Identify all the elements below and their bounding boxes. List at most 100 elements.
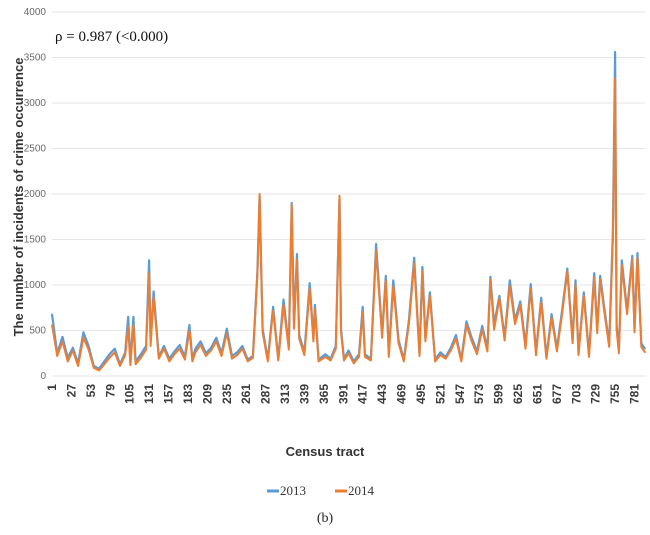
- x-tick-label: 599: [492, 384, 506, 404]
- data-point-2014: [524, 347, 527, 350]
- data-point-2013: [582, 291, 585, 294]
- data-point-2014: [493, 328, 495, 331]
- data-point-2014: [236, 354, 239, 356]
- data-point-2014: [470, 340, 473, 343]
- data-point-2014: [489, 278, 492, 281]
- data-point-2014: [633, 331, 636, 334]
- data-point-2014: [298, 337, 301, 340]
- data-point-2014: [140, 357, 142, 359]
- data-point-2014: [621, 264, 623, 266]
- x-tick-label: 27: [64, 384, 78, 398]
- data-point-2014: [87, 348, 90, 351]
- data-point-2014: [163, 347, 165, 350]
- data-point-2013: [113, 347, 116, 350]
- data-point-2014: [385, 279, 387, 282]
- data-point-2013: [429, 291, 431, 294]
- data-point-2014: [640, 346, 643, 348]
- data-point-2013: [148, 259, 150, 262]
- y-axis-ticks: 0 500 1000 1500 2000 2500 3000 3500 4000: [24, 7, 47, 382]
- data-point-2014: [324, 356, 327, 358]
- data-point-2014: [612, 237, 614, 240]
- data-point-2014: [61, 340, 64, 343]
- data-point-2013: [61, 336, 64, 338]
- x-tick-label: 365: [317, 384, 331, 404]
- data-point-2013: [132, 316, 135, 318]
- gridlines: [52, 11, 645, 377]
- y-tick-label: 2000: [24, 189, 47, 200]
- data-point-2014: [444, 357, 447, 360]
- data-point-2014: [550, 316, 553, 319]
- x-axis-ticks: 1 27 53 79 105 131 157 183 209 235 261 287 313 339 365…: [45, 384, 642, 404]
- figure-caption: (b): [317, 511, 334, 526]
- data-point-2014: [124, 354, 126, 356]
- data-point-2014: [571, 342, 574, 345]
- data-point-2014: [561, 313, 563, 315]
- data-point-2014: [82, 336, 85, 339]
- x-tick-label: 469: [395, 384, 409, 404]
- data-point-2014: [93, 367, 95, 369]
- data-point-2014: [338, 195, 341, 197]
- data-point-2014: [258, 193, 261, 195]
- x-tick-label: 391: [336, 384, 350, 404]
- y-tick-label: 0: [40, 371, 46, 382]
- data-point-2014: [636, 256, 639, 259]
- data-point-2014: [626, 313, 628, 315]
- x-tick-label: 495: [414, 384, 428, 404]
- series-line-2014: [51, 77, 646, 372]
- data-point-2014: [272, 309, 274, 312]
- data-point-2014: [129, 364, 132, 366]
- data-point-2013: [152, 290, 155, 293]
- data-point-2014: [252, 357, 254, 359]
- data-point-2014: [424, 340, 427, 343]
- data-point-2013: [82, 331, 85, 334]
- data-point-2014: [529, 287, 532, 290]
- data-point-2014: [205, 355, 207, 357]
- data-point-2014: [413, 262, 416, 264]
- data-point-2013: [194, 347, 197, 350]
- data-point-2014: [364, 356, 366, 358]
- x-axis-title: Census tract: [286, 444, 365, 459]
- data-point-2014: [290, 204, 293, 206]
- data-point-2013: [455, 334, 457, 336]
- data-point-2014: [261, 331, 264, 334]
- data-point-2014: [397, 342, 400, 345]
- data-point-2014: [465, 324, 468, 326]
- data-point-2013: [566, 267, 569, 270]
- data-point-2014: [593, 276, 596, 279]
- data-point-2014: [108, 357, 111, 359]
- data-point-2013: [509, 279, 511, 282]
- data-point-2014: [460, 360, 463, 363]
- x-tick-label: 625: [511, 384, 525, 404]
- data-point-2013: [108, 353, 111, 355]
- data-point-2014: [429, 295, 431, 297]
- data-point-2014: [577, 354, 580, 356]
- correlation-annotation: ρ = 0.987 (<0.000): [55, 29, 168, 45]
- data-point-2013: [599, 275, 601, 277]
- data-point-2014: [618, 352, 620, 355]
- y-tick-label: 3500: [24, 53, 47, 64]
- data-point-2014: [157, 357, 160, 360]
- x-tick-label: 677: [550, 384, 564, 404]
- y-tick-label: 4000: [24, 7, 47, 18]
- data-point-2013: [644, 347, 646, 350]
- data-point-2014: [486, 350, 489, 353]
- data-point-2013: [392, 279, 395, 282]
- data-point-2014: [127, 326, 129, 328]
- data-point-2014: [615, 328, 618, 331]
- data-point-2014: [614, 77, 616, 80]
- series-lines: [50, 50, 646, 372]
- data-point-2014: [439, 354, 442, 356]
- data-point-2014: [51, 324, 53, 326]
- x-tick-label: 79: [103, 384, 117, 398]
- x-tick-label: 521: [433, 384, 447, 404]
- data-point-2013: [540, 296, 542, 299]
- data-point-2014: [450, 349, 452, 352]
- y-tick-label: 3000: [24, 98, 47, 109]
- data-point-2014: [56, 355, 59, 357]
- data-point-2014: [293, 327, 295, 330]
- x-tick-label: 261: [239, 384, 253, 404]
- y-tick-label: 2500: [24, 144, 47, 155]
- data-point-2014: [256, 275, 259, 277]
- x-tick-label: 105: [123, 384, 137, 404]
- data-point-2014: [168, 360, 171, 363]
